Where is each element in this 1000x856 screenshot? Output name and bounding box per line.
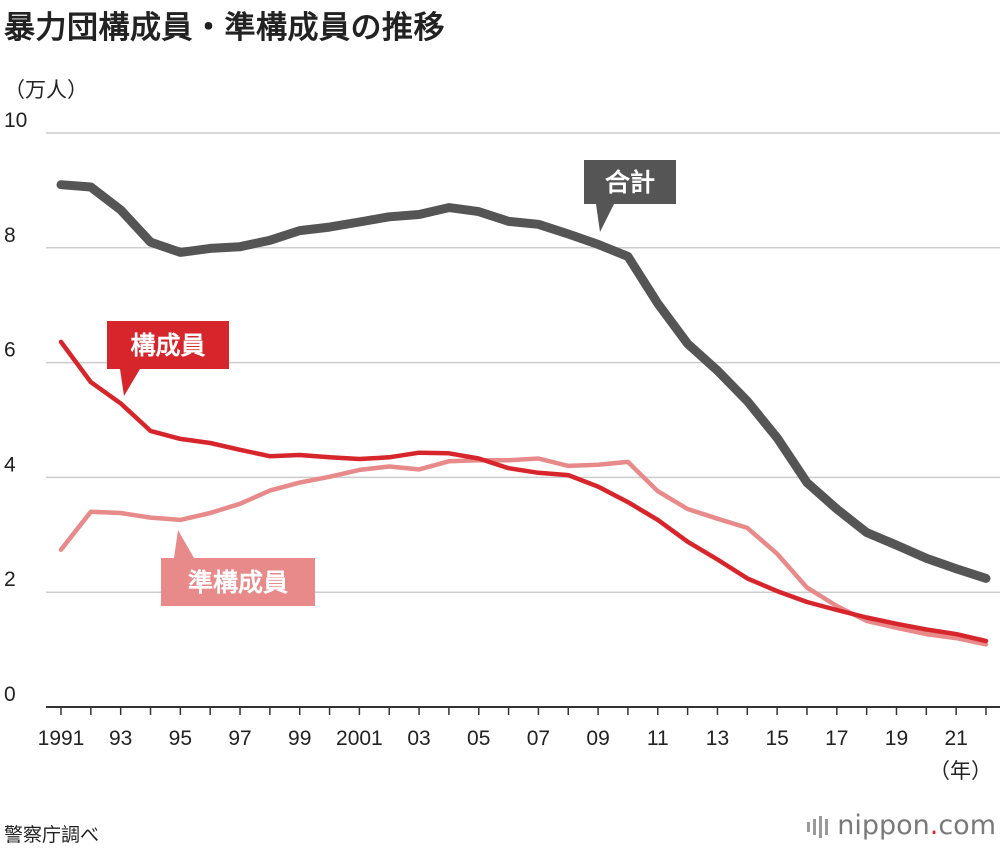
y-tick-10: 10 — [4, 109, 27, 132]
x-tick-99: 99 — [288, 727, 311, 750]
callout-total-label: 合計 — [605, 168, 655, 197]
x-tick-labels: 1991 93 95 97 99 2001 03 05 07 09 11 13 15 17 19 21 — [38, 727, 968, 750]
chart-title: 暴力団構成員・準構成員の推移 — [4, 10, 445, 46]
x-tick-1991: 1991 — [38, 727, 85, 750]
logo-suffix: com — [938, 810, 996, 841]
x-tick-05: 05 — [467, 727, 490, 750]
callout-members-label: 構成員 — [130, 331, 205, 360]
x-tick-15: 15 — [765, 727, 788, 750]
x-tick-17: 17 — [825, 727, 848, 750]
x-tick-95: 95 — [169, 727, 192, 750]
callout-total-pointer — [596, 204, 614, 232]
y-tick-4: 4 — [4, 453, 16, 476]
y-tick-8: 8 — [4, 224, 16, 247]
x-tick-2001: 2001 — [336, 727, 383, 750]
y-tick-labels: 0 2 4 6 8 10 — [4, 109, 27, 706]
logo-dot: . — [929, 810, 939, 841]
callout-quasi: 準構成員 — [161, 530, 315, 606]
x-tick-97: 97 — [228, 727, 251, 750]
x-tick-13: 13 — [706, 727, 729, 750]
x-tick-19: 19 — [885, 727, 908, 750]
callout-total: 合計 — [584, 160, 676, 232]
y-tick-2: 2 — [4, 568, 16, 591]
series-line-quasi — [58, 456, 989, 647]
logo-prefix: nippon — [837, 810, 930, 841]
series-line-total — [56, 180, 991, 583]
y-tick-6: 6 — [4, 339, 16, 362]
source-note: 警察庁調べ — [4, 824, 100, 846]
x-tick-11: 11 — [647, 727, 669, 750]
x-axis-unit: （年） — [929, 759, 992, 783]
series-line-members — [58, 339, 989, 644]
y-tick-0: 0 — [4, 683, 16, 706]
series-lines — [56, 180, 991, 647]
callout-total-box — [584, 160, 676, 204]
nippon-logo[interactable]: nippon. com — [807, 810, 996, 841]
x-tick-21: 21 — [944, 727, 967, 750]
y-axis-unit: （万人） — [4, 78, 88, 102]
callout-members-box — [107, 321, 229, 369]
callout-members-pointer — [120, 369, 140, 396]
callout-quasi-label: 準構成員 — [188, 568, 288, 597]
callout-quasi-pointer — [174, 530, 194, 558]
logo-bars-icon — [807, 810, 831, 841]
x-tick-93: 93 — [109, 727, 132, 750]
x-tick-09: 09 — [586, 727, 609, 750]
x-tick-03: 03 — [407, 727, 430, 750]
callout-members: 構成員 — [107, 321, 229, 396]
x-tick-07: 07 — [527, 727, 550, 750]
callout-quasi-box — [161, 558, 315, 606]
